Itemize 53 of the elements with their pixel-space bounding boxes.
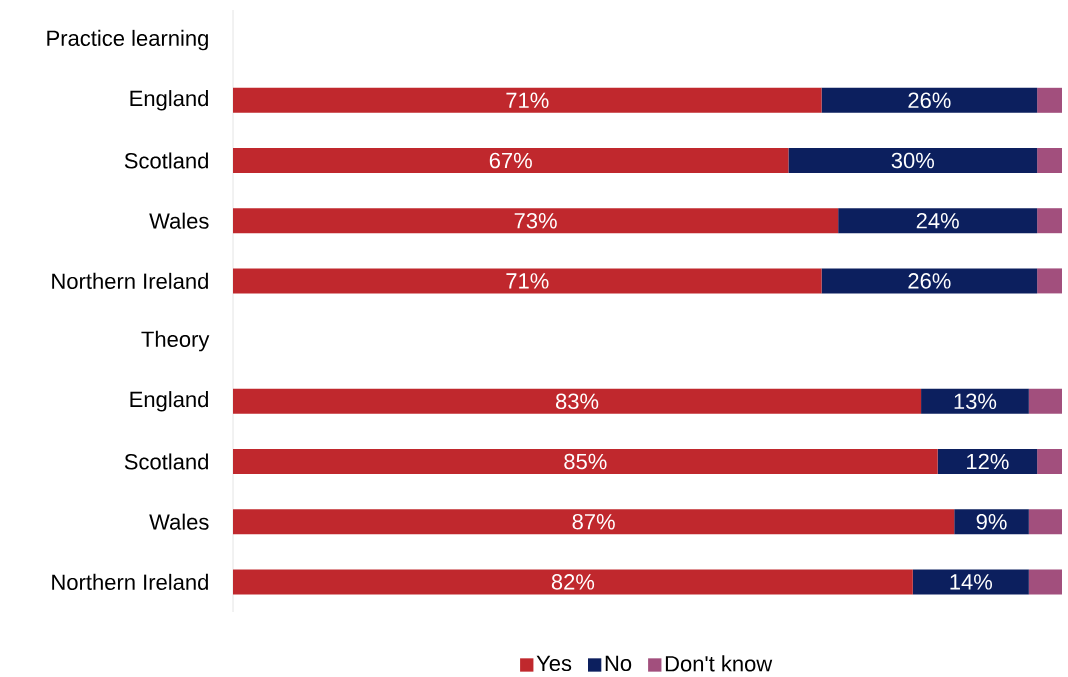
- legend-label: No: [605, 655, 632, 672]
- bar: [1028, 509, 1062, 535]
- y-tick-label: England: [130, 90, 208, 111]
- legend-label: Yes: [536, 655, 572, 672]
- data-label: 30%: [891, 152, 935, 169]
- y-tick-label: Wales: [149, 513, 209, 530]
- y-tick-label: England: [130, 391, 208, 412]
- data-label: 12%: [967, 453, 1009, 470]
- data-label: 67%: [489, 152, 532, 169]
- bar: [1037, 449, 1062, 475]
- bar: [233, 569, 913, 595]
- data-label: 26%: [908, 273, 951, 289]
- data-label: 82%: [551, 574, 595, 590]
- bar: [1037, 148, 1062, 174]
- data-label: 71%: [506, 92, 549, 108]
- data-label: 87%: [572, 513, 615, 530]
- bar: [233, 87, 822, 113]
- y-tick-label: Northern Ireland: [52, 272, 208, 289]
- data-label: 73%: [514, 212, 557, 229]
- bar: [821, 268, 1038, 294]
- bar: [1028, 388, 1062, 414]
- bar: [788, 148, 1038, 174]
- bar: [233, 148, 789, 174]
- bar: [1028, 569, 1062, 595]
- data-label: 14%: [950, 574, 993, 590]
- bar: [821, 87, 1038, 113]
- bar: [1037, 208, 1062, 234]
- y-tick-label: Theory: [141, 330, 210, 352]
- bar: [838, 208, 1038, 234]
- y-tick-label: Practice learning: [47, 29, 208, 51]
- bar: [233, 268, 822, 294]
- bar: [921, 388, 1029, 414]
- data-label: 13%: [954, 393, 997, 410]
- bar: [912, 569, 1029, 595]
- bar: [233, 509, 955, 535]
- bar: [233, 449, 938, 475]
- y-tick-label: Scotland: [124, 152, 208, 169]
- data-label: 26%: [908, 92, 951, 109]
- y-tick-label: Wales: [149, 212, 209, 229]
- bar: [1037, 87, 1062, 113]
- y-tick-label: Northern Ireland: [52, 573, 208, 590]
- bar: [937, 449, 1038, 475]
- data-label: 85%: [564, 453, 607, 470]
- y-tick-label: Scotland: [124, 453, 208, 470]
- legend-label: Don't know: [665, 655, 773, 672]
- bar: [233, 388, 922, 414]
- data-label: 71%: [506, 273, 549, 289]
- data-label: 83%: [555, 393, 599, 410]
- data-label: 24%: [916, 212, 959, 229]
- bar: [1037, 268, 1062, 294]
- bar: [233, 208, 839, 234]
- data-label: 9%: [976, 513, 1007, 530]
- bar: [954, 509, 1029, 535]
